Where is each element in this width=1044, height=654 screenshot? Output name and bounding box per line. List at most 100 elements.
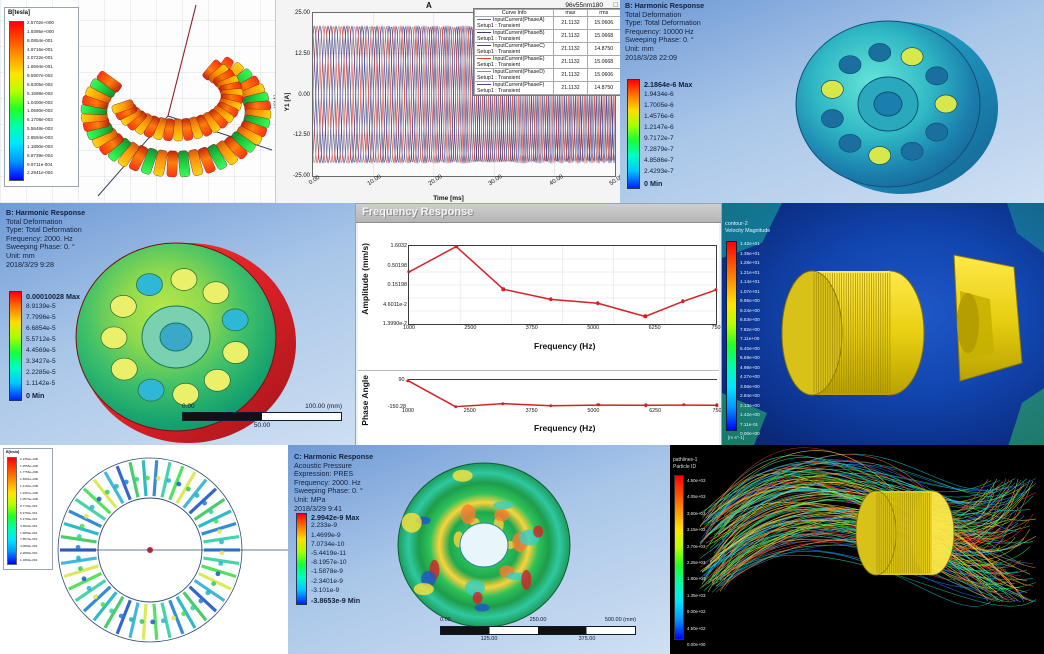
- legend-value: 4.8586e-7: [644, 157, 674, 165]
- flux-legend: B[tesla] 2.1352e+000 1.9555e+000 1.7758e+0…: [3, 448, 53, 570]
- legend-value: -3.8653e-9 Min: [311, 595, 361, 605]
- curve-color-swatch: [477, 71, 491, 73]
- window-restore-icon[interactable]: □: [613, 2, 618, 9]
- legend-value: 4.9716e-001: [27, 46, 53, 52]
- data-point: [406, 378, 410, 383]
- current-x-axis-label: Time [ms]: [433, 195, 464, 202]
- panel-harmonic-10khz: B: Harmonic Response Total Deformation Typ…: [620, 0, 1044, 203]
- legend-value: 1.9555e+000: [20, 463, 39, 468]
- legend-value: 1.9395e+000: [27, 28, 54, 34]
- legend-value: 1.7758e+000: [20, 470, 39, 475]
- x-tick: 1000: [402, 408, 414, 414]
- curve-legend-rms: 15.0606: [586, 16, 621, 30]
- pathlines-name: pathlines-1: [673, 457, 698, 463]
- legend-value: 6.6854e-5: [26, 325, 56, 333]
- data-point: [501, 401, 505, 406]
- curve-info-header-name: Curve Info: [473, 9, 555, 17]
- acoustic-scalebar-right: 500.00 (mm): [604, 617, 636, 623]
- curve-legend-max: 21.1132: [553, 68, 588, 82]
- y-tick: -25.00: [292, 173, 310, 179]
- y-tick: 0.15198: [387, 282, 408, 288]
- scalebar-left-label: 0.00: [182, 403, 195, 410]
- acoustic-scalebar-mid: 250.00: [529, 617, 547, 623]
- legend-value: 1.1890e-003: [27, 143, 53, 149]
- x-tick: 6250: [648, 325, 661, 331]
- legend-value: 6.1708e-003: [27, 117, 53, 123]
- legend-value: 3.56e+00: [740, 383, 760, 389]
- data-point: [596, 403, 600, 407]
- info-line: 2018/3/29 9:41: [294, 503, 342, 513]
- legend-value: 4.05e+03: [687, 494, 706, 500]
- x-tick: 3750: [525, 325, 538, 331]
- curve-legend-row: InputCurrent(PhaseF) Setup1 : Transient 21…: [473, 81, 621, 95]
- legend-value: -8.1957e-10: [311, 559, 347, 567]
- acoustic-scalebar-bar: [440, 626, 636, 635]
- legend-value: 1.0570e+000: [20, 497, 39, 502]
- flux-colorbar: [7, 457, 17, 565]
- data-point: [643, 403, 648, 407]
- harmonic-10khz-info: B: Harmonic Response Total Deformation Typ…: [625, 1, 705, 62]
- magnetic-legend: B[tesla] 2.5702e+000 1.9395e+000 8.0854e-0…: [4, 7, 79, 187]
- phase-subplot: Phase Angle 90. -150.28 1000 2500 3750 5000 6…: [358, 371, 722, 451]
- panel-flux-2d: B[tesla] 2.1352e+000 1.9555e+000 1.7758e+0…: [0, 445, 288, 654]
- info-line: B: Harmonic Response: [625, 1, 705, 10]
- curve-legend-name: InputCurrent(PhaseA) Setup1 : Transient: [473, 16, 555, 30]
- cfd-unit-label: [m s^-1]: [728, 435, 745, 440]
- scalebar-mid-label: 50.00: [253, 422, 271, 429]
- y-tick: -12.50: [292, 132, 310, 139]
- curve-info-table: Curve Info max rms InputCurrent(PhaseA) S…: [473, 9, 621, 95]
- data-point: [682, 403, 686, 407]
- current-plot-tab[interactable]: 96v55nm180: [565, 2, 603, 9]
- pathlines-legend-values: 4.50e+03 4.05e+03 3.60e+03 3.15e+03 2.70e+03…: [687, 473, 705, 653]
- flux-2d-model: [57, 457, 288, 643]
- y-tick: -150.28: [387, 404, 406, 410]
- x-tick: 6250: [649, 408, 662, 414]
- legend-value: 1.7005e-6: [644, 102, 674, 110]
- legend-value: 5.5712e-5: [26, 336, 56, 344]
- magnetic-colorbar: [9, 21, 24, 181]
- panel-transient-current: A 96v55nm180 □ 25.00 12.50 0.00 -12.50 -25.0…: [275, 0, 621, 203]
- legend-value: 9.95e+00: [740, 298, 760, 303]
- legend-value: 9.9711e-004: [27, 161, 53, 167]
- legend-value: 2.84e+00: [740, 393, 760, 398]
- legend-value: 5.69e+00: [740, 355, 760, 360]
- legend-value: 7.7996e-5: [26, 314, 56, 322]
- x-tick: 1000: [403, 325, 415, 331]
- curve-color-swatch: [477, 84, 491, 86]
- legend-value: 1.4699e-9: [311, 531, 341, 539]
- current-y-axis-label: Y1 [A]: [283, 92, 291, 111]
- legend-value: 1.42e+00: [740, 412, 760, 417]
- curve-color-swatch: [477, 19, 491, 21]
- info-line: Sweeping Phase: 0. °: [294, 486, 363, 496]
- magnetic-legend-title: B[tesla]: [8, 10, 31, 16]
- legend-value: 1.35e+01: [740, 250, 760, 256]
- flux-legend-title: B[tesla]: [6, 450, 20, 454]
- legend-value: 7.2879e-7: [644, 146, 674, 154]
- data-point: [681, 299, 685, 304]
- legend-value: 1.2367e+000: [20, 490, 39, 495]
- curve-legend-max: 21.1132: [553, 42, 588, 56]
- harmonic-10khz-model: [795, 20, 998, 194]
- legend-value: 2.9942e-9 Max: [311, 512, 360, 522]
- data-point: [643, 314, 647, 319]
- legend-value: 3.3820e-001: [20, 524, 38, 529]
- acoustic-colorbar: [296, 513, 307, 605]
- pathlines-streamlines: [699, 447, 1037, 607]
- data-point: [714, 288, 718, 292]
- info-line: Total Deformation: [6, 216, 63, 226]
- frequency-response-body: Amplitude (mm/s) 1.6032 0.50198 0.15198 4.6…: [358, 223, 722, 451]
- amplitude-x-axis-label: Frequency (Hz): [534, 341, 596, 351]
- current-plot-title: A: [426, 1, 432, 10]
- amplitude-subplot: Amplitude (mm/s) 1.6032 0.50198 0.15198 4.6…: [358, 223, 721, 371]
- frequency-response-titlebar: Frequency Response: [356, 204, 721, 223]
- y-tick: 90.: [398, 377, 407, 383]
- legend-value: 2.70e+03: [687, 543, 706, 549]
- x-tick: 2500: [463, 408, 476, 414]
- amplitude-curve: [409, 246, 716, 324]
- acoustic-scalebar-left: 0.00: [440, 617, 451, 623]
- curve-legend-row: InputCurrent(PhaseA) Setup1 : Transient 21…: [473, 16, 621, 30]
- info-line: Frequency: 2000. Hz: [6, 233, 73, 243]
- x-tick: 750: [712, 408, 722, 414]
- curve-legend-max: 21.1132: [553, 16, 588, 30]
- cfd-legend-title: contour-2 Velocity Magnitude: [725, 221, 770, 235]
